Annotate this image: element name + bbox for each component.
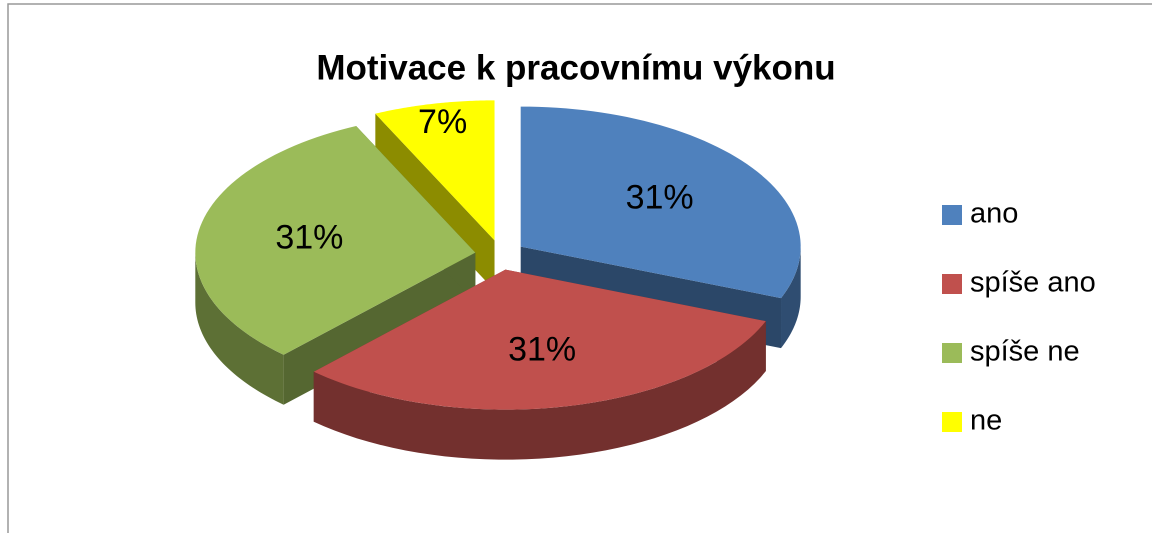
- legend-label: ne: [970, 405, 1002, 437]
- slice-top: [375, 100, 495, 241]
- data-label: 31%: [508, 331, 576, 369]
- legend-label: spíše ano: [970, 267, 1096, 299]
- legend-swatch: [942, 343, 962, 363]
- legend-swatch: [942, 274, 962, 294]
- chart-title: Motivace k pracovnímu výkonu: [316, 48, 835, 87]
- slice: [313, 269, 766, 460]
- slice-wall: [195, 252, 284, 405]
- legend-swatch: [942, 205, 962, 225]
- legend-label: ano: [970, 198, 1018, 230]
- slice-top: [520, 106, 801, 299]
- data-label: 31%: [626, 178, 694, 216]
- slice-top: [195, 125, 476, 355]
- slice-wall: [781, 246, 801, 349]
- data-label: 7%: [418, 103, 467, 141]
- slice-wall: [313, 321, 766, 460]
- data-label: 31%: [275, 218, 343, 256]
- slice-top: [313, 269, 766, 410]
- legend-label: spíše ne: [970, 336, 1080, 368]
- legend-swatch: [942, 412, 962, 432]
